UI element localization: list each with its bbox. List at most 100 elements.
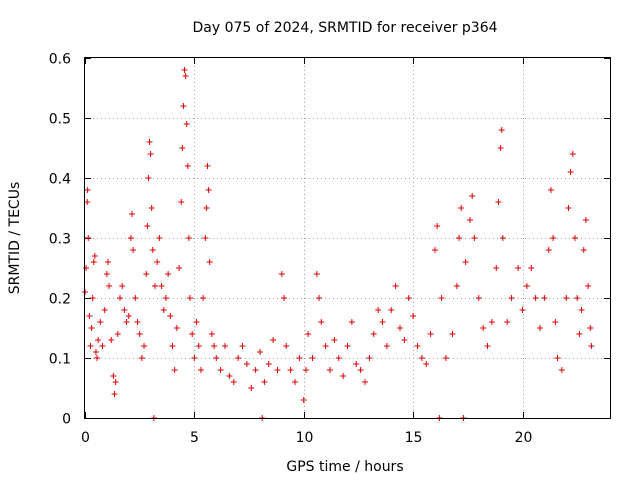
data-point bbox=[252, 367, 259, 373]
data-point bbox=[217, 367, 224, 373]
data-point bbox=[106, 283, 113, 289]
data-point bbox=[296, 355, 303, 361]
data-point bbox=[498, 127, 505, 133]
x-tick-label: 0 bbox=[81, 430, 90, 446]
data-point bbox=[379, 319, 386, 325]
data-point bbox=[208, 331, 215, 337]
data-point bbox=[292, 379, 298, 385]
data-point bbox=[499, 235, 506, 241]
data-point bbox=[357, 367, 364, 373]
data-point bbox=[532, 295, 539, 301]
data-point bbox=[331, 337, 338, 343]
data-point bbox=[119, 283, 126, 289]
data-point bbox=[136, 331, 143, 337]
data-point bbox=[200, 295, 207, 301]
data-point bbox=[278, 271, 285, 277]
data-point bbox=[108, 337, 115, 343]
data-point bbox=[375, 307, 382, 313]
data-point bbox=[92, 349, 99, 355]
data-point bbox=[587, 325, 594, 331]
data-point bbox=[515, 265, 522, 271]
data-point bbox=[183, 121, 190, 127]
data-point bbox=[438, 295, 445, 301]
data-point bbox=[154, 259, 161, 265]
data-point bbox=[91, 253, 98, 259]
data-point bbox=[97, 319, 104, 325]
data-point bbox=[83, 265, 90, 271]
y-tick-label: 0.6 bbox=[49, 52, 71, 68]
y-tick-label: 0.5 bbox=[49, 112, 71, 128]
data-point bbox=[248, 385, 255, 391]
data-point bbox=[226, 373, 233, 379]
data-point bbox=[148, 205, 155, 211]
data-point bbox=[123, 319, 130, 325]
data-point bbox=[257, 349, 263, 355]
data-point bbox=[552, 319, 559, 325]
data-point bbox=[169, 343, 176, 349]
x-tick-label: 15 bbox=[405, 430, 423, 446]
data-point bbox=[588, 343, 595, 349]
data-point bbox=[335, 355, 342, 361]
data-point bbox=[488, 319, 495, 325]
data-point bbox=[211, 343, 218, 349]
data-point bbox=[541, 295, 548, 301]
data-point bbox=[112, 379, 119, 385]
data-point bbox=[95, 337, 102, 343]
data-point bbox=[132, 295, 139, 301]
data-point bbox=[173, 325, 180, 331]
y-tick-label: 0 bbox=[62, 412, 71, 428]
data-point bbox=[370, 331, 377, 337]
axis-layer: 0 0.1 0.2 0.3 0.4 0.5 0.6 0 5 10 15 20 bbox=[49, 52, 610, 446]
data-point bbox=[162, 295, 169, 301]
data-point bbox=[149, 247, 156, 253]
data-point bbox=[167, 313, 174, 319]
data-point bbox=[585, 283, 592, 289]
data-point bbox=[493, 265, 500, 271]
data-point bbox=[143, 271, 150, 277]
data-point bbox=[181, 67, 188, 73]
data-point bbox=[554, 355, 561, 361]
data-point bbox=[171, 367, 178, 373]
data-point bbox=[89, 295, 96, 301]
data-point bbox=[550, 235, 557, 241]
data-point bbox=[184, 163, 191, 169]
data-point bbox=[528, 265, 535, 271]
data-point bbox=[144, 223, 151, 229]
data-point bbox=[449, 331, 456, 337]
data-point bbox=[392, 283, 399, 289]
data-point bbox=[101, 307, 108, 313]
data-point bbox=[300, 397, 307, 403]
data-point bbox=[397, 325, 403, 331]
data-point bbox=[243, 361, 250, 367]
data-point bbox=[508, 295, 515, 301]
data-point bbox=[467, 217, 473, 223]
data-point bbox=[456, 235, 463, 241]
data-point bbox=[261, 379, 268, 385]
data-point bbox=[103, 271, 110, 277]
data-point bbox=[145, 175, 152, 181]
data-point bbox=[195, 343, 202, 349]
data-point bbox=[235, 355, 242, 361]
data-point bbox=[469, 193, 476, 199]
data-point bbox=[165, 271, 172, 277]
data-point bbox=[388, 307, 395, 313]
data-point bbox=[239, 343, 246, 349]
data-point bbox=[547, 187, 554, 193]
data-point bbox=[152, 283, 158, 289]
data-point bbox=[206, 259, 213, 265]
x-tick-label: 5 bbox=[190, 430, 199, 446]
data-point bbox=[114, 331, 121, 337]
data-point bbox=[84, 187, 91, 193]
data-point bbox=[147, 151, 154, 157]
data-point bbox=[130, 247, 137, 253]
chart-title: Day 075 of 2024, SRMTID for receiver p36… bbox=[192, 20, 497, 36]
y-tick-label: 0.4 bbox=[49, 172, 71, 188]
data-point bbox=[383, 343, 390, 349]
data-point bbox=[471, 235, 478, 241]
data-point bbox=[432, 247, 438, 253]
data-point bbox=[316, 295, 323, 301]
data-point bbox=[138, 355, 145, 361]
data-point bbox=[191, 355, 198, 361]
data-point bbox=[344, 343, 351, 349]
data-point bbox=[179, 145, 186, 151]
